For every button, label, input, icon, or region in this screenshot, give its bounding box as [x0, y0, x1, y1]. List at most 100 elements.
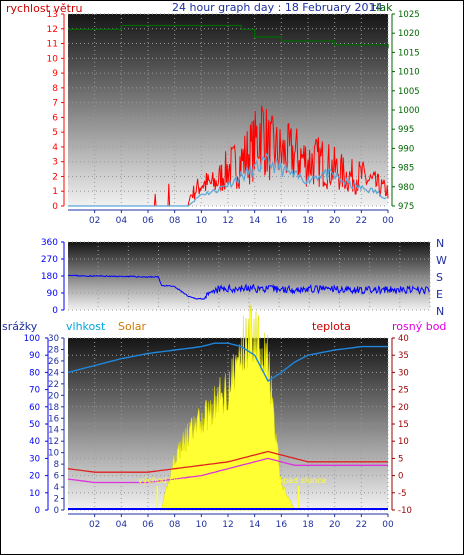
p1-x-tick-label: 10 [196, 216, 208, 226]
p1-left-tick-label: 0 [52, 202, 58, 212]
compass-label: N [436, 237, 444, 250]
panel3-marks [67, 304, 388, 511]
p3-temperature-tick-label: -10 [398, 506, 412, 516]
p1-x-tick-label: 02 [89, 216, 100, 226]
p2-left-tick-label: 90 [47, 289, 59, 299]
p3-humidity-tick-label: 24 [48, 368, 59, 378]
temperature-line [67, 450, 388, 473]
p2-left-tick-label: 0 [52, 306, 58, 316]
p3-x-tick-label: 00 [382, 520, 394, 530]
p3-temperature-tick-label: 35 [398, 351, 409, 361]
humidity-label: vlhkost [66, 320, 106, 333]
p3-precip-tick-label: 90 [29, 351, 40, 361]
p1-right-tick-label: 1010 [398, 68, 420, 78]
chart-title: 24 hour graph day : 18 February 2014 [172, 1, 383, 14]
p3-precip-tick-label: 70 [29, 386, 40, 396]
compass-label: N [436, 305, 444, 318]
p3-x-tick-label: 06 [142, 520, 154, 530]
p3-humidity-tick-label: 18 [48, 403, 59, 413]
p1-right-tick-label: 1000 [398, 106, 420, 116]
p1-x-tick-label: 16 [276, 216, 288, 226]
p3-precip-tick-label: 60 [29, 403, 40, 413]
p1-x-tick-label: 22 [356, 216, 367, 226]
p3-temperature-tick-label: 20 [398, 403, 409, 413]
p1-left-tick-label: 6 [52, 113, 58, 123]
p3-temperature-tick-label: -5 [398, 489, 406, 499]
wind-average-line [68, 152, 387, 207]
p3-temperature-tick-label: 0 [398, 472, 403, 482]
solar-area [160, 304, 296, 511]
p1-x-tick-label: 20 [329, 216, 341, 226]
p1-left-tick-label: 12 [47, 25, 58, 35]
p3-x-tick-label: 02 [89, 520, 100, 530]
panel2-grid [68, 241, 431, 311]
p2-left-tick-label: 360 [41, 238, 58, 248]
p3-x-tick-label: 08 [169, 520, 181, 530]
p1-right-tick-label: 975 [398, 202, 414, 212]
p3-x-tick-label: 04 [116, 520, 128, 530]
panel1-grid [68, 13, 389, 207]
p1-left-tick-label: 5 [52, 128, 58, 138]
p1-left-tick-label: 10 [47, 54, 59, 64]
p3-x-tick-label: 10 [196, 520, 208, 530]
pressure-line [68, 24, 389, 49]
compass-label: E [436, 288, 443, 301]
p1-x-tick-label: 06 [142, 216, 154, 226]
p1-left-tick-label: 8 [52, 84, 58, 94]
p3-humidity-tick-label: 12 [48, 437, 59, 447]
p1-left-tick-label: 13 [47, 10, 58, 20]
compass-label: S [436, 271, 443, 284]
p3-x-tick-label: 18 [302, 520, 314, 530]
sunset-label: západ slunce [274, 476, 327, 485]
p3-temperature-tick-label: 5 [398, 454, 403, 464]
p3-humidity-tick-label: 22 [48, 380, 59, 390]
p3-humidity-tick-label: 0 [54, 506, 59, 516]
panel1-axes: 0123456789101112139759809859909951000100… [47, 10, 420, 226]
p3-x-tick-label: 16 [276, 520, 288, 530]
p1-x-tick-label: 04 [116, 216, 128, 226]
precip-label: srážky [2, 320, 38, 333]
p1-left-tick-label: 9 [52, 69, 58, 79]
p3-x-tick-label: 20 [329, 520, 341, 530]
p3-precip-tick-label: 10 [29, 489, 40, 499]
p1-left-tick-label: 3 [52, 158, 58, 168]
dewpoint-label: rosný bod [392, 320, 446, 333]
p3-humidity-tick-label: 14 [48, 426, 59, 436]
compass-label: W [436, 254, 447, 267]
p1-left-tick-label: 2 [52, 172, 58, 182]
p1-x-tick-label: 14 [249, 216, 261, 226]
p2-left-tick-label: 270 [41, 255, 58, 265]
p3-humidity-tick-label: 10 [48, 449, 59, 459]
p3-precip-tick-label: 20 [29, 472, 40, 482]
p3-precip-tick-label: 30 [29, 454, 40, 464]
p1-left-tick-label: 7 [52, 99, 58, 109]
wind-pressure-panel: 0123456789101112139759809859909951000100… [6, 1, 420, 226]
p1-left-tick-label: 1 [52, 187, 58, 197]
p3-temperature-tick-label: 30 [398, 368, 409, 378]
pressure-label: tlak [372, 1, 393, 14]
humidity-line [67, 342, 388, 383]
wind-speed-label: rychlost větru [6, 2, 82, 15]
p3-humidity-tick-label: 16 [48, 414, 59, 424]
p3-humidity-tick-label: 30 [48, 334, 59, 344]
p3-humidity-tick-label: 20 [48, 391, 59, 401]
panel2-marks [68, 274, 430, 300]
p1-x-tick-label: 08 [169, 216, 181, 226]
panel1-marks [68, 24, 389, 207]
p3-humidity-tick-label: 8 [54, 460, 59, 470]
sunrise-label: východ slunce [138, 476, 195, 485]
p1-right-tick-label: 1020 [398, 29, 420, 39]
p1-right-tick-label: 1015 [398, 48, 420, 58]
p1-right-tick-label: 990 [398, 144, 414, 154]
p3-x-tick-label: 12 [222, 520, 233, 530]
p3-humidity-tick-label: 2 [54, 495, 59, 505]
dewpoint-line [67, 457, 388, 484]
p3-precip-tick-label: 0 [35, 506, 40, 516]
p3-temperature-tick-label: 40 [398, 334, 409, 344]
wind-direction-line [68, 274, 430, 300]
p3-x-tick-label: 22 [356, 520, 367, 530]
p1-right-tick-label: 985 [398, 164, 414, 174]
